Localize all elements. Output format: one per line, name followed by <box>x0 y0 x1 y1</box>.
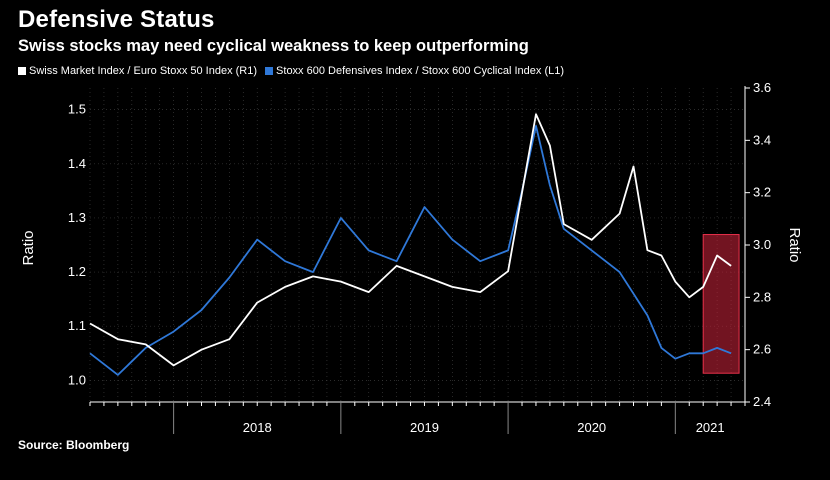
y-tick-right: 2.4 <box>753 394 771 409</box>
legend-swatch-blue <box>265 67 274 75</box>
x-tick-year: 2020 <box>577 420 606 435</box>
y-tick-left: 1.3 <box>68 210 86 225</box>
x-tick-year: 2021 <box>696 420 725 435</box>
y-tick-right: 3.4 <box>753 132 771 147</box>
y-tick-left: 1.1 <box>68 318 86 333</box>
x-tick-year: 2019 <box>410 420 439 435</box>
source-note: Source: Bloomberg <box>18 438 130 452</box>
y-tick-right: 3.2 <box>753 185 771 200</box>
x-tick-year: 2018 <box>243 420 272 435</box>
axes: 1.0 1.1 1.2 1.3 1.4 1.5 2.4 2.6 2.8 3.0 3.2 3.4 3.6 2… <box>68 80 771 435</box>
series-line-defensives <box>89 125 732 376</box>
y-tick-right: 3.0 <box>753 237 771 252</box>
axis-labels: Ratio Ratio <box>20 227 803 265</box>
y-tick-left: 1.0 <box>68 372 86 387</box>
legend-label-defensives: Stoxx 600 Defensives Index / Stoxx 600 C… <box>276 65 565 77</box>
y-tick-right: 2.6 <box>753 342 771 357</box>
y-axis-label-right: Ratio <box>786 227 803 262</box>
grid-lines <box>89 88 746 402</box>
y-tick-left: 1.2 <box>68 264 86 279</box>
highlight-box <box>702 234 740 374</box>
y-tick-right: 3.6 <box>753 80 771 95</box>
series-lines <box>89 113 732 376</box>
legend-item-smi: Swiss Market Index / Euro Stoxx 50 Index… <box>18 65 257 77</box>
chart-title: Defensive Status <box>18 6 215 33</box>
legend-swatch-white <box>18 67 26 75</box>
legend: Swiss Market Index / Euro Stoxx 50 Index… <box>18 65 564 77</box>
legend-label-smi: Swiss Market Index / Euro Stoxx 50 Index… <box>29 65 258 77</box>
chart-subtitle: Swiss stocks may need cyclical weakness … <box>18 37 529 55</box>
legend-item-defensives: Stoxx 600 Defensives Index / Stoxx 600 C… <box>265 65 564 77</box>
highlight-region <box>702 234 740 374</box>
y-tick-right: 2.8 <box>753 289 771 304</box>
series-line-smi <box>89 113 732 367</box>
y-axis-label-left: Ratio <box>20 230 37 265</box>
y-tick-left: 1.5 <box>68 102 86 117</box>
y-tick-left: 1.4 <box>68 156 86 171</box>
